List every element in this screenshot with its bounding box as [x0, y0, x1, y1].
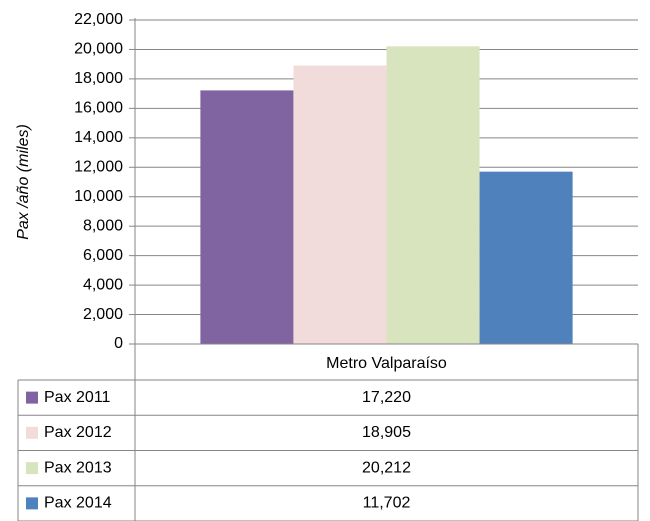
- y-tick-label: 4,000: [83, 276, 123, 293]
- y-tick-label: 20,000: [74, 41, 123, 58]
- legend-swatch: [26, 497, 38, 510]
- bar: [293, 65, 387, 345]
- legend-swatch: [26, 391, 38, 404]
- y-tick-label: 10,000: [74, 188, 123, 205]
- bar: [479, 171, 573, 344]
- x-tick-label: Metro Valparaíso: [326, 355, 447, 372]
- bar: [386, 46, 480, 344]
- legend-label: Pax 2011: [44, 389, 111, 406]
- y-tick-label: 22,000: [74, 11, 123, 28]
- table-value: 11,702: [363, 495, 411, 512]
- y-tick-label: 8,000: [83, 217, 123, 234]
- y-tick-label: 18,000: [74, 70, 123, 87]
- legend-label: Pax 2013: [44, 459, 112, 476]
- y-tick-label: 14,000: [74, 129, 123, 146]
- y-tick-label: 0: [114, 335, 123, 352]
- legend-label: Pax 2014: [44, 495, 112, 512]
- bar: [200, 90, 294, 344]
- y-tick-label: 12,000: [74, 158, 123, 175]
- table-value: 17,220: [362, 389, 411, 406]
- legend-label: Pax 2012: [44, 424, 112, 441]
- legend-swatch: [26, 462, 38, 475]
- y-axis-label: Pax /año (miles): [15, 124, 32, 240]
- legend-swatch: [26, 426, 38, 439]
- table-value: 20,212: [362, 459, 411, 476]
- y-tick-label: 16,000: [74, 100, 123, 117]
- y-tick-label: 6,000: [83, 247, 123, 264]
- y-tick-label: 2,000: [83, 306, 123, 323]
- table-value: 18,905: [362, 424, 411, 441]
